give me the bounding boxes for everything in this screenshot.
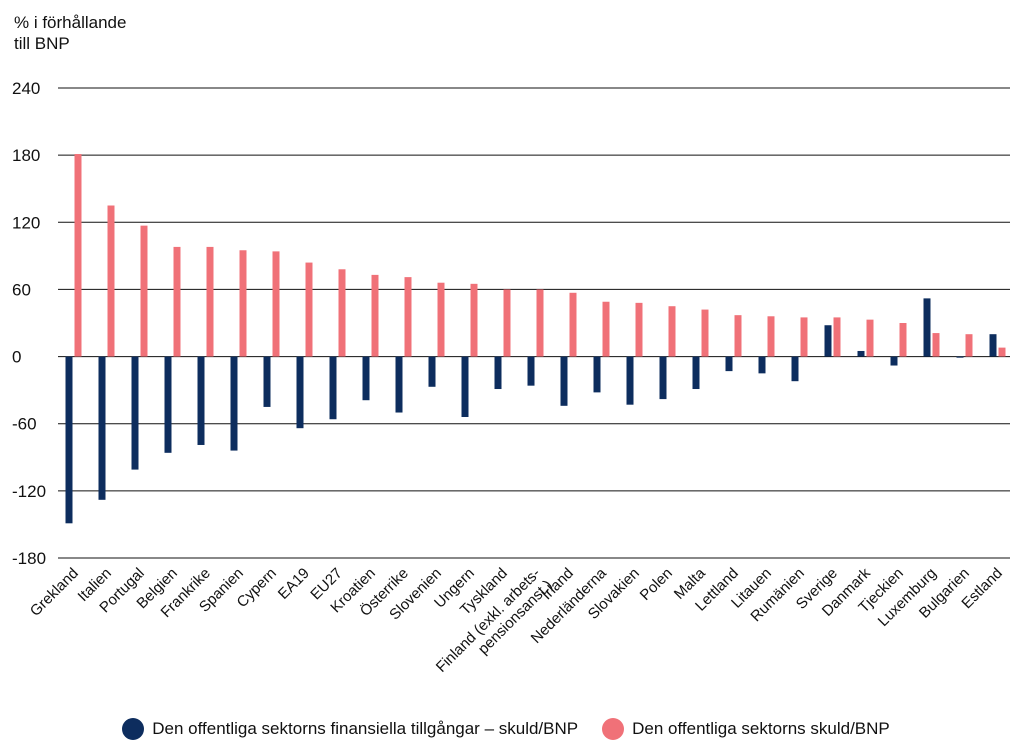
- bar-assets: [956, 356, 964, 358]
- y-tick-label: 240: [12, 79, 40, 98]
- bar-debt: [767, 316, 775, 357]
- bar-debt: [734, 315, 742, 357]
- y-tick-label: -120: [12, 482, 46, 501]
- legend-swatch-series-2: [602, 718, 625, 740]
- bar-assets: [692, 356, 700, 390]
- bar-assets: [98, 356, 106, 500]
- bar-assets: [428, 356, 436, 387]
- bar-debt: [74, 154, 82, 357]
- bar-debt: [569, 292, 577, 357]
- y-tick-label: -180: [12, 549, 46, 568]
- bar-debt: [536, 289, 544, 357]
- bar-debt: [833, 317, 841, 357]
- bar-debt: [503, 289, 511, 357]
- bar-debt: [239, 250, 247, 357]
- bar-debt: [602, 301, 610, 357]
- bar-assets: [725, 356, 733, 372]
- bar-assets: [296, 356, 304, 429]
- x-tick-label: Grekland: [27, 565, 82, 620]
- bar-debt: [338, 269, 346, 357]
- bar-debt: [371, 274, 379, 357]
- bar-debt: [272, 251, 280, 357]
- bar-assets: [65, 356, 73, 524]
- bar-debt: [932, 333, 940, 357]
- x-tick-label: Polen: [637, 565, 676, 604]
- bar-assets: [329, 356, 337, 420]
- y-tick-label: 180: [12, 146, 40, 165]
- bar-debt: [899, 323, 907, 357]
- bar-debt: [140, 225, 148, 357]
- bar-assets: [263, 356, 271, 407]
- bar-debt: [305, 262, 313, 357]
- bars: [65, 154, 1006, 524]
- bar-debt: [206, 246, 214, 357]
- bar-assets: [362, 356, 370, 401]
- bar-assets: [230, 356, 238, 451]
- bar-assets: [131, 356, 139, 470]
- y-tick-label: 60: [12, 280, 31, 299]
- bar-assets: [164, 356, 172, 453]
- legend-label-series-2: Den offentliga sektorns skuld/BNP: [632, 719, 890, 738]
- legend-label-series-1: Den offentliga sektorns finansiella till…: [152, 719, 579, 738]
- bar-assets: [989, 334, 997, 357]
- bar-debt: [668, 306, 676, 357]
- bar-debt: [635, 302, 643, 357]
- bar-assets: [560, 356, 568, 406]
- x-tick-labels: GreklandItalienPortugalBelgienFrankrikeS…: [27, 564, 1006, 676]
- y-tick-label: 120: [12, 213, 40, 232]
- bar-assets: [395, 356, 403, 413]
- bar-assets: [494, 356, 502, 390]
- bar-assets: [890, 356, 898, 366]
- bar-assets: [758, 356, 766, 374]
- legend-item-series-1: Den offentliga sektorns finansiella till…: [122, 718, 578, 740]
- bar-assets: [626, 356, 634, 405]
- bar-assets: [593, 356, 601, 393]
- bar-assets: [461, 356, 469, 417]
- legend-swatch-series-1: [122, 718, 145, 740]
- bar-assets: [659, 356, 667, 400]
- bar-assets: [791, 356, 799, 382]
- bar-assets: [197, 356, 205, 445]
- bar-assets: [824, 325, 832, 357]
- bar-debt: [866, 319, 874, 357]
- bar-debt: [470, 283, 478, 357]
- bar-assets: [923, 298, 931, 357]
- bar-debt: [107, 205, 115, 357]
- bar-debt: [701, 309, 709, 357]
- bar-debt: [800, 317, 808, 357]
- bar-debt: [965, 334, 973, 357]
- bar-debt: [404, 277, 412, 357]
- bar-debt: [173, 246, 181, 357]
- y-tick-label: -60: [12, 415, 37, 434]
- bar-assets: [527, 356, 535, 386]
- y-axis-label: % i förhållande till BNP: [14, 13, 127, 53]
- y-tick-label: 0: [12, 348, 21, 367]
- bar-debt: [998, 347, 1006, 357]
- legend: Den offentliga sektorns finansiella till…: [0, 718, 1012, 740]
- bar-debt: [437, 282, 445, 357]
- x-tick-label: EA19: [275, 565, 313, 603]
- bar-assets: [857, 350, 865, 357]
- legend-item-series-2: Den offentliga sektorns skuld/BNP: [602, 718, 890, 740]
- y-tick-labels: 240 180 120 60 0 -60 -120 -180: [12, 79, 46, 568]
